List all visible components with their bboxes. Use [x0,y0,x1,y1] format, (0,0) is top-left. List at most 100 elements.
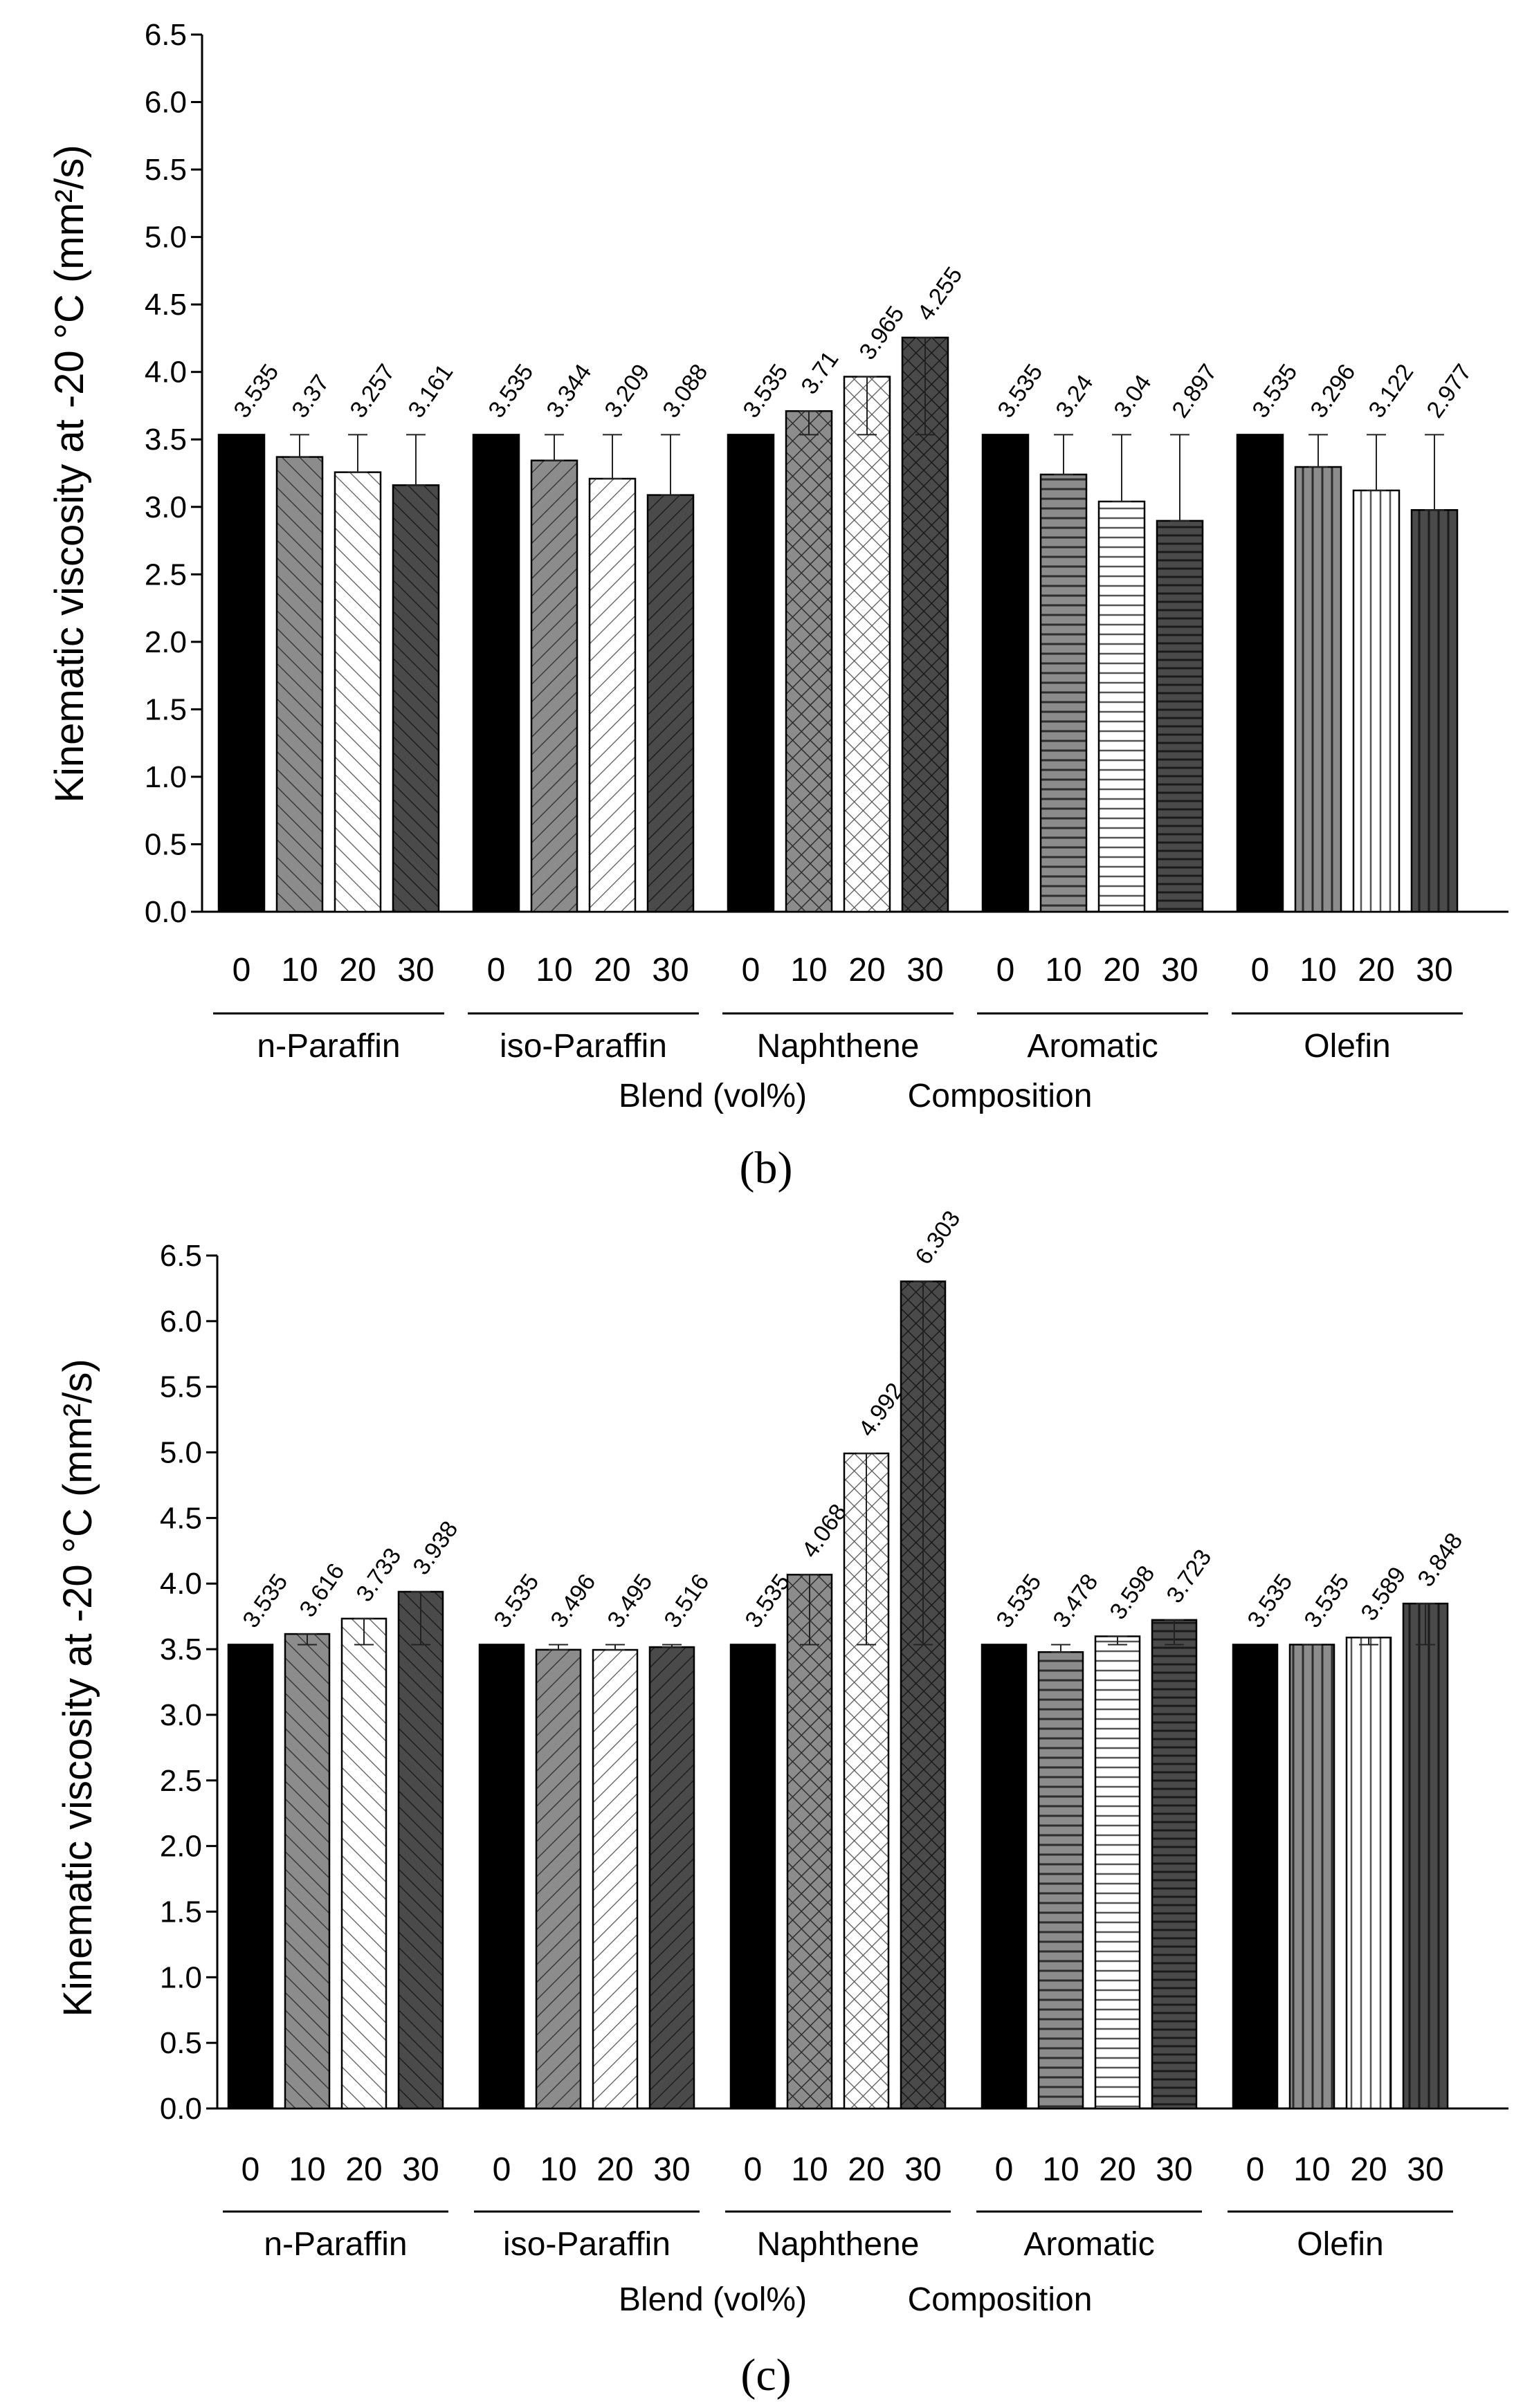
data-label: 2.977 [1421,359,1477,423]
y-tick-label: 4.0 [160,1567,202,1601]
data-label: 3.296 [1305,359,1360,423]
group-label: Naphthene [757,2226,920,2263]
x-tick-label: 30 [653,2151,690,2188]
data-label: 3.161 [403,359,458,423]
bar [1232,1644,1279,2110]
data-label: 3.535 [1247,359,1302,423]
bar [648,1646,695,2110]
group-label: Aromatic [1023,2226,1154,2263]
group-label: n-Paraffin [257,1028,400,1065]
data-label: 3.24 [1050,370,1098,423]
x-tick-label: 30 [1161,952,1198,989]
bar [981,434,1030,913]
x-tick-label: 0 [995,2151,1014,2188]
x-tick-label: 0 [744,2151,763,2188]
data-label: 3.535 [1242,1570,1297,1633]
bar [592,1648,639,2110]
x-tick-label: 30 [1156,2151,1192,2188]
bar [1402,1602,1449,2110]
data-label: 3.495 [602,1570,657,1633]
bar [729,1644,776,2110]
bar [535,1648,582,2110]
bar [1345,1636,1392,2110]
bar [1410,509,1459,913]
data-label: 3.535 [1299,1570,1354,1633]
x-tick-label: 0 [742,952,760,989]
y-tick-label: 2.5 [160,1764,202,1798]
x-tick-label: 30 [1416,952,1452,989]
x-tick-label: 0 [487,952,506,989]
chart-panel-c: Kinematic viscosity at -20 °C (mm²/s) 0.… [55,1206,1508,2400]
x-tick-label: 30 [652,952,689,989]
y-axis-label: Kinematic viscosity at -20 °C (mm²/s) [55,1359,100,2016]
x-axis-label-composition: Composition [908,1078,1093,1114]
x-axis-labels: 0 10 20 30 n-Paraffin 0 10 20 30 iso-Paraffin 0 10 2… [223,2151,1453,2263]
y-tick-label: 0.5 [145,827,187,861]
bar [1037,1651,1084,2110]
bar [1352,489,1401,913]
bar [472,434,520,913]
data-label: 3.616 [294,1559,349,1622]
x-tick-label: 30 [904,2151,941,2188]
y-tick-label: 1.5 [160,1895,202,1929]
bar [1294,466,1342,913]
x-tick-label: 0 [1246,2151,1265,2188]
group-label: Naphthene [757,1028,920,1065]
y-tick-label: 3.5 [160,1633,202,1666]
x-tick-label: 20 [345,2151,382,2188]
x-tick-label: 10 [1300,952,1336,989]
y-tick-label: 5.5 [145,153,187,187]
data-label: 3.088 [657,359,713,423]
x-tick-label: 30 [397,952,434,989]
y-tick-label: 5.5 [160,1370,202,1404]
group-label: Olefin [1297,2226,1383,2263]
y-tick-label: 3.5 [145,423,187,457]
data-label: 3.516 [659,1570,714,1633]
y-tick-label: 0.0 [145,895,187,929]
bar [284,1633,331,2110]
panel-label: (b) [740,1143,793,1193]
data-label: 3.535 [738,359,793,423]
x-axis-label-composition: Composition [908,2281,1093,2318]
data-label: 3.535 [992,359,1048,423]
x-tick-label: 10 [1045,952,1082,989]
bar [785,410,833,913]
data-label: 3.535 [237,1570,293,1633]
x-tick-label: 0 [1251,952,1270,989]
bar [227,1644,274,2110]
bar [217,434,266,913]
panel-label: (c) [740,2350,791,2400]
y-tick-label: 4.0 [145,356,187,389]
data-label: 3.535 [489,1570,544,1633]
y-tick-label: 0.0 [160,2092,202,2126]
x-tick-label: 30 [402,2151,439,2188]
y-tick-label: 5.0 [145,221,187,255]
bar [786,1574,833,2110]
x-tick-label: 30 [906,952,943,989]
bar [588,477,637,913]
y-tick-label: 4.5 [160,1501,202,1535]
data-label: 3.496 [545,1570,601,1633]
bar [900,1280,947,2110]
x-tick-label: 20 [339,952,376,989]
data-label: 3.478 [1048,1570,1103,1633]
x-axis-labels: 0 10 20 30 n-Paraffin 0 10 20 30 iso-Paraffin 0 10 2… [213,952,1463,1065]
y-tick-label: 0.5 [160,2026,202,2060]
y-axis-ticks: 0.0 0.5 1.0 1.5 2.0 2.5 3.0 3.5 4.0 4.5 5.0 5.5 6.0 6… [145,18,1508,929]
data-label: 3.71 [796,347,843,399]
bar [1156,520,1204,913]
group-label: iso-Paraffin [503,2226,671,2263]
x-tick-label: 0 [232,952,251,989]
bars: 3.535 3.37 3.257 3.161 3.535 3.344 3.209 3.088 3… [217,262,1477,913]
x-tick-label: 20 [1350,2151,1387,2188]
x-tick-label: 0 [996,952,1015,989]
x-tick-label: 20 [1358,952,1394,989]
group-label: n-Paraffin [264,2226,407,2263]
y-tick-label: 1.5 [145,692,187,726]
y-tick-label: 4.5 [145,288,187,322]
bar [478,1644,525,2110]
y-tick-label: 1.0 [145,760,187,794]
y-tick-label: 3.0 [160,1698,202,1732]
